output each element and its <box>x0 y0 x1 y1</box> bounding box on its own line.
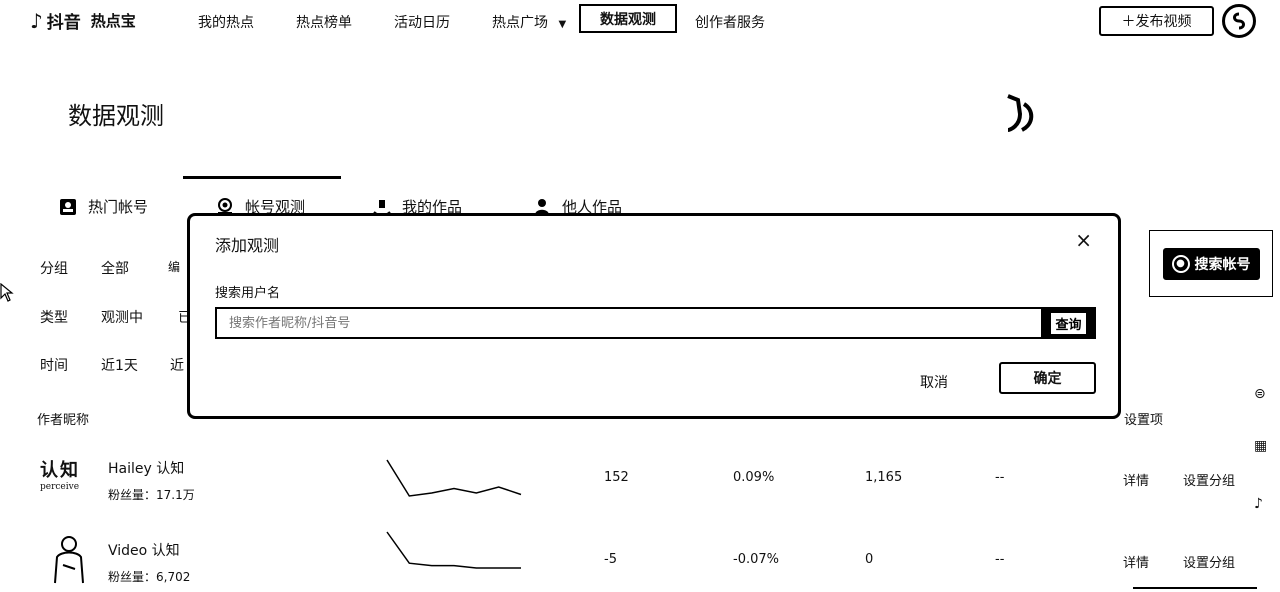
cancel-button[interactable]: 取消 <box>920 375 948 391</box>
dialog-title: 添加观测 <box>215 236 280 255</box>
query-button[interactable]: 查询 <box>1041 307 1096 339</box>
author-fans: 粉丝量：17.1万 <box>108 488 195 502</box>
brand-logo[interactable]: ♪ 抖音 热点宝 <box>30 8 136 34</box>
tab-hot-accounts-label: 热门帐号 <box>88 198 149 216</box>
filter-time-1day[interactable]: 近1天 <box>101 358 138 374</box>
nav-hot-square-label: 热点广场 <box>492 15 548 31</box>
logo-subtext: perceive <box>40 482 80 492</box>
author-name[interactable]: Hailey 认知 <box>108 461 185 477</box>
trend-sparkline <box>386 459 522 497</box>
nav-activity-calendar[interactable]: 活动日历 <box>394 15 450 31</box>
new-likes-value: 1,165 <box>865 470 903 485</box>
nav-hot-lists[interactable]: 热点榜单 <box>296 15 352 31</box>
tab-hot-accounts[interactable]: 热门帐号 <box>58 196 148 217</box>
avatar-icon <box>1233 12 1245 30</box>
extra-value: -- <box>995 470 1005 485</box>
column-header-author: 作者昵称 <box>37 413 90 428</box>
growth-rate-value: 0.09% <box>733 470 775 485</box>
nav-data-observation[interactable]: 数据观测 <box>579 4 677 33</box>
nav-my-hotspots[interactable]: 我的热点 <box>198 15 254 31</box>
set-group-link[interactable]: 设置分组 <box>1183 474 1236 489</box>
user-avatar[interactable] <box>1222 4 1256 38</box>
mouse-cursor-icon <box>0 283 14 302</box>
tab-others-works-label: 他人作品 <box>562 198 623 216</box>
filter-time-other[interactable]: 近 <box>170 358 184 374</box>
author-name[interactable]: Video 认知 <box>108 543 180 559</box>
new-likes-value: 0 <box>865 552 874 567</box>
search-account-button[interactable]: ● 搜索帐号 <box>1149 230 1273 297</box>
tiktok-logo-icon: ♪ <box>30 8 43 33</box>
author-fans: 粉丝量：6,702 <box>108 570 191 584</box>
account-card-icon <box>58 197 78 217</box>
extra-value: -- <box>995 552 1005 567</box>
filter-group-label: 分组 <box>40 261 68 277</box>
top-navigation: ♪ 抖音 热点宝 我的热点 热点榜单 活动日历 热点广场 ▼ 数据观测 创作者服… <box>0 0 1280 42</box>
search-circle-icon: ● <box>1171 254 1190 273</box>
filter-time-label: 时间 <box>40 358 68 374</box>
tab-account-observation-label: 帐号观测 <box>245 198 306 216</box>
column-header-settings: 设置项 <box>1124 413 1164 428</box>
new-fans-value: -5 <box>604 552 617 567</box>
filter-group-all[interactable]: 全部 <box>101 261 129 277</box>
filter-type-label: 类型 <box>40 310 68 326</box>
confirm-button[interactable]: 确定 <box>999 362 1096 394</box>
filter-type-observing[interactable]: 观测中 <box>101 310 143 326</box>
brand-name: 抖音 <box>46 13 81 33</box>
detail-link[interactable]: 详情 <box>1123 556 1150 571</box>
decorative-hook-icon <box>1007 94 1034 132</box>
active-tab-underline <box>183 176 341 179</box>
detail-link[interactable]: 详情 <box>1123 474 1150 489</box>
search-account-inner: ● 搜索帐号 <box>1162 247 1260 280</box>
trend-sparkline <box>386 531 521 569</box>
divider <box>1133 587 1257 589</box>
chevron-down-icon: ▼ <box>558 19 567 30</box>
set-group-link[interactable]: 设置分组 <box>1183 556 1236 571</box>
tab-my-works-label: 我的作品 <box>402 198 463 216</box>
trend-line <box>386 531 521 569</box>
logo-text: 认知 <box>40 460 80 481</box>
author-avatar-person <box>54 536 84 584</box>
qr-code-icon[interactable]: ▦ <box>1254 438 1268 454</box>
author-logo-perceive: 认知 perceive <box>40 456 90 506</box>
publish-video-button[interactable]: ＋发布视频 <box>1099 6 1214 36</box>
trend-line <box>386 459 522 497</box>
new-fans-value: 152 <box>604 470 629 485</box>
add-observation-dialog: 添加观测 × 搜索用户名 查询 取消 确定 <box>187 213 1121 419</box>
feedback-icon[interactable]: ⊜ <box>1254 386 1266 402</box>
product-name: 热点宝 <box>90 12 136 30</box>
page-title: 数据观测 <box>68 102 164 130</box>
nav-hot-square[interactable]: 热点广场 ▼ <box>492 12 566 32</box>
search-username-input[interactable] <box>215 307 1041 339</box>
search-username-label: 搜索用户名 <box>215 286 281 301</box>
query-button-label: 查询 <box>1051 312 1086 334</box>
tiktok-icon[interactable]: ♪ <box>1254 496 1263 512</box>
filter-group-edit[interactable]: 编 <box>168 260 181 274</box>
close-icon[interactable]: × <box>1075 228 1092 252</box>
nav-creator-services[interactable]: 创作者服务 <box>695 15 765 31</box>
growth-rate-value: -0.07% <box>733 552 779 567</box>
search-account-label: 搜索帐号 <box>1194 256 1251 273</box>
